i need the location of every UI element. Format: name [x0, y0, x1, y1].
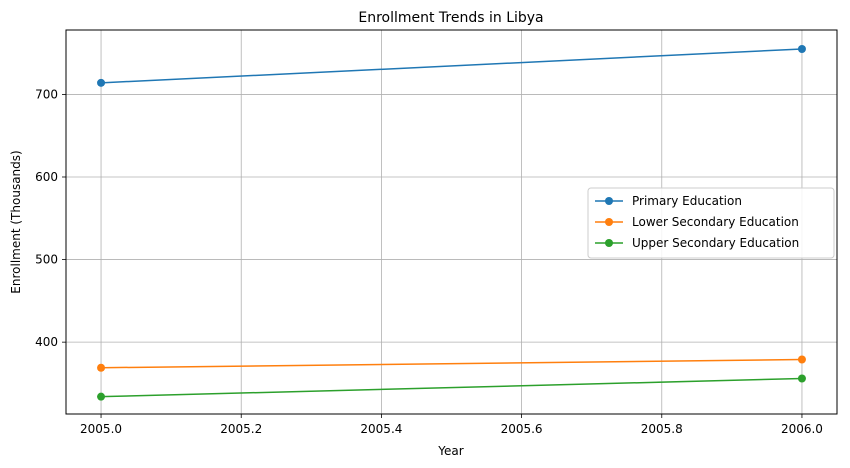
y-tick-label: 400 — [35, 335, 58, 349]
series-line-lower-secondary-education — [101, 358, 802, 369]
y-axis-label: Enrollment (Thousands) — [9, 150, 23, 293]
series-line-primary-education — [101, 48, 802, 84]
x-tick-label: 2005.2 — [220, 422, 262, 436]
chart-title: Enrollment Trends in Libya — [358, 10, 543, 26]
data-point-primary-education — [97, 78, 106, 87]
y-tick-label: 500 — [35, 253, 58, 267]
x-axis-ticks: 2005.0 2005.2 2005.4 2005.6 2005.8 2006.0 — [80, 414, 823, 436]
legend-marker-primary-education — [605, 197, 613, 205]
x-tick-label: 2006.0 — [781, 422, 823, 436]
legend-marker-upper-secondary-education — [605, 239, 613, 247]
legend-label-upper-secondary-education: Upper Secondary Education — [632, 236, 799, 250]
data-point-lower-secondary-education — [797, 355, 806, 364]
y-tick-label: 700 — [35, 87, 58, 101]
x-tick-label: 2005.0 — [80, 422, 122, 436]
data-point-lower-secondary-education — [97, 363, 106, 372]
grid — [66, 30, 837, 414]
legend-box — [587, 187, 835, 259]
series-line-upper-secondary-education — [101, 377, 802, 398]
x-tick-label: 2005.6 — [501, 422, 543, 436]
legend: Primary Education Lower Secondary Educati… — [587, 187, 835, 259]
y-axis-ticks: 400 500 600 700 — [35, 87, 66, 349]
data-point-upper-secondary-education — [797, 374, 806, 383]
x-axis-label: Year — [437, 444, 463, 458]
legend-marker-lower-secondary-education — [605, 218, 613, 226]
data-point-upper-secondary-education — [97, 392, 106, 401]
x-tick-label: 2005.4 — [360, 422, 402, 436]
plot-area-frame — [65, 29, 838, 415]
legend-label-lower-secondary-education: Lower Secondary Education — [632, 215, 799, 229]
legend-label-primary-education: Primary Education — [632, 194, 742, 208]
data-point-primary-education — [797, 44, 806, 53]
series-layer — [97, 44, 806, 401]
x-tick-label: 2005.8 — [641, 422, 683, 436]
y-tick-label: 600 — [35, 170, 58, 184]
